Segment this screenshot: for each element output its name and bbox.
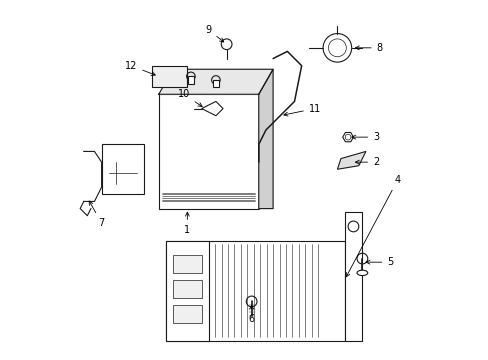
Ellipse shape — [356, 270, 367, 275]
Bar — [159, 94, 258, 208]
Text: 11: 11 — [283, 104, 321, 116]
Bar — [102, 144, 144, 194]
Text: 5: 5 — [366, 257, 393, 267]
Bar — [344, 212, 362, 341]
Text: 3: 3 — [351, 132, 379, 142]
Polygon shape — [342, 132, 353, 142]
Text: 4: 4 — [346, 175, 400, 277]
Bar — [173, 255, 201, 273]
Text: 12: 12 — [125, 61, 155, 76]
Text: 6: 6 — [248, 305, 254, 324]
Bar — [151, 66, 187, 87]
Text: 10: 10 — [177, 89, 202, 107]
Bar — [165, 241, 208, 341]
Text: 8: 8 — [355, 43, 382, 53]
Polygon shape — [201, 102, 223, 116]
Bar — [173, 305, 201, 323]
Bar — [213, 80, 218, 87]
Bar — [173, 280, 201, 298]
Polygon shape — [258, 69, 272, 208]
Text: 1: 1 — [184, 212, 190, 235]
Polygon shape — [159, 69, 272, 94]
Text: 7: 7 — [89, 201, 104, 228]
Bar — [165, 241, 344, 341]
Bar — [188, 76, 193, 84]
Text: 2: 2 — [355, 157, 379, 167]
Text: 9: 9 — [205, 25, 224, 42]
Polygon shape — [337, 152, 365, 169]
